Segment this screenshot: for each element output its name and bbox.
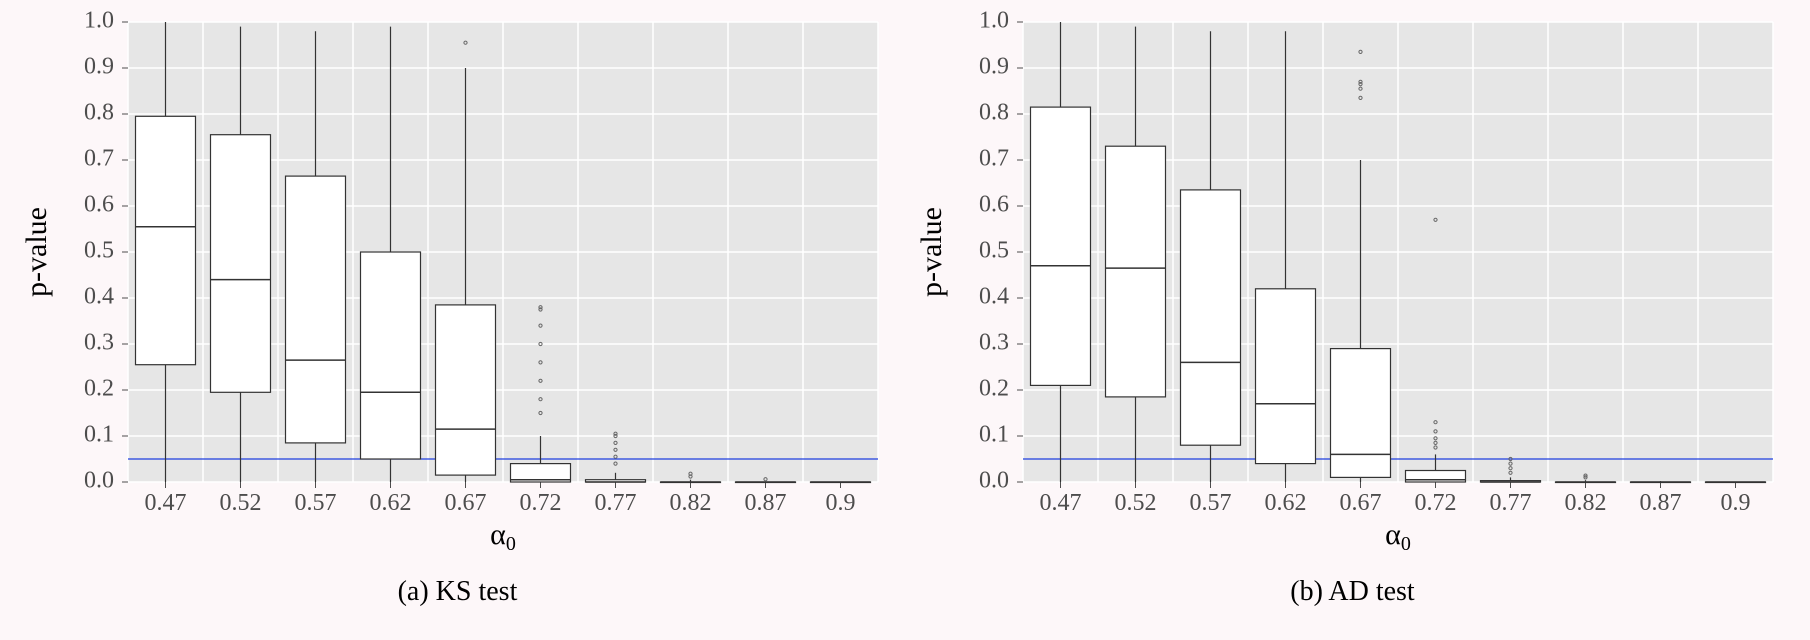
svg-text:0.87: 0.87 [1639,490,1681,516]
svg-text:0.4: 0.4 [84,284,114,310]
svg-text:p-value: p-value [915,207,948,297]
svg-text:0.7: 0.7 [84,146,114,172]
svg-text:0.52: 0.52 [219,490,261,516]
svg-text:0.2: 0.2 [979,376,1009,402]
svg-text:0.77: 0.77 [594,490,636,516]
boxplot-ks: 0.0 0.1 0.2 0.3 0.4 0.5 0.6 0.7 0.8 0.9 1.0 p-value… [18,10,898,570]
boxplot-ad: 0.0 0.1 0.2 0.3 0.4 0.5 0.6 0.7 0.8 0.9 1.0 p-value… [913,10,1793,570]
svg-text:0.47: 0.47 [1039,490,1081,516]
svg-text:0.47: 0.47 [144,490,186,516]
svg-text:0.57: 0.57 [294,490,336,516]
svg-text:0.1: 0.1 [979,422,1009,448]
svg-text:α0: α0 [1385,518,1411,555]
panel-ad: 0.0 0.1 0.2 0.3 0.4 0.5 0.6 0.7 0.8 0.9 1.0 p-value… [905,10,1800,608]
svg-text:0.87: 0.87 [744,490,786,516]
svg-text:0.62: 0.62 [1264,490,1306,516]
svg-text:0.77: 0.77 [1489,490,1531,516]
svg-text:0.4: 0.4 [979,284,1009,310]
svg-text:0.57: 0.57 [1189,490,1231,516]
svg-text:0.8: 0.8 [84,100,114,126]
svg-text:0.6: 0.6 [84,192,114,218]
svg-text:0.9: 0.9 [1720,490,1750,516]
svg-text:0.0: 0.0 [84,468,114,494]
svg-text:0.62: 0.62 [369,490,411,516]
svg-text:α0: α0 [490,518,516,555]
svg-text:0.0: 0.0 [979,468,1009,494]
svg-text:0.1: 0.1 [84,422,114,448]
panel-ks: 0.0 0.1 0.2 0.3 0.4 0.5 0.6 0.7 0.8 0.9 1.0 p-value… [10,10,905,608]
svg-text:0.9: 0.9 [84,54,114,80]
svg-text:0.8: 0.8 [979,100,1009,126]
svg-text:0.82: 0.82 [1564,490,1606,516]
svg-text:p-value: p-value [20,207,53,297]
figure-row: 0.0 0.1 0.2 0.3 0.4 0.5 0.6 0.7 0.8 0.9 1.0 p-value… [0,0,1810,640]
svg-text:0.5: 0.5 [84,238,114,264]
svg-text:0.3: 0.3 [979,330,1009,356]
svg-text:0.7: 0.7 [979,146,1009,172]
svg-text:0.9: 0.9 [825,490,855,516]
svg-text:0.6: 0.6 [979,192,1009,218]
svg-text:0.9: 0.9 [979,54,1009,80]
svg-text:0.67: 0.67 [444,490,486,516]
svg-text:0.52: 0.52 [1114,490,1156,516]
svg-text:0.5: 0.5 [979,238,1009,264]
svg-text:0.82: 0.82 [669,490,711,516]
svg-text:0.72: 0.72 [1414,490,1456,516]
svg-text:0.67: 0.67 [1339,490,1381,516]
caption-ks: (a) KS test [398,570,518,608]
svg-text:1.0: 1.0 [979,10,1009,34]
caption-ad: (b) AD test [1290,570,1414,608]
svg-text:0.2: 0.2 [84,376,114,402]
svg-text:1.0: 1.0 [84,10,114,34]
svg-text:0.3: 0.3 [84,330,114,356]
svg-text:0.72: 0.72 [519,490,561,516]
